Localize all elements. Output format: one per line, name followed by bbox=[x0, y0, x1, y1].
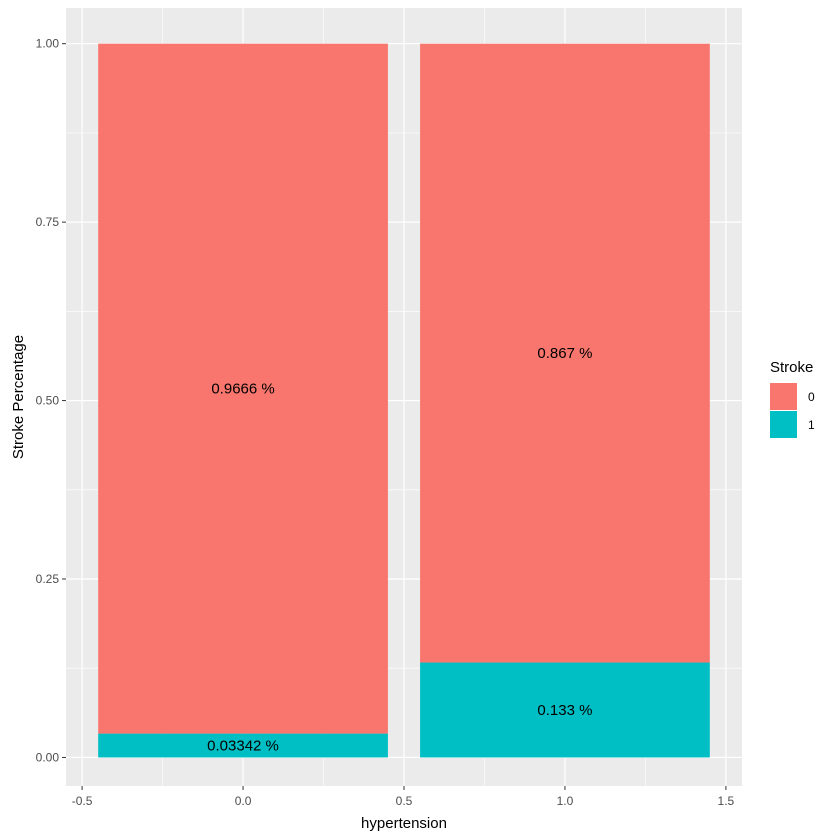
x-tick-label: 0.0 bbox=[235, 794, 252, 808]
bar-data-label: 0.03342 % bbox=[207, 738, 279, 755]
legend-title: Stroke bbox=[770, 359, 813, 376]
bar-segment-stroke-1-x0 bbox=[98, 733, 388, 758]
legend-swatch-1 bbox=[770, 411, 797, 438]
y-tick-label: 0.50 bbox=[36, 394, 60, 408]
bar-segment-stroke-0-x0 bbox=[98, 43, 388, 734]
legend-swatch-0 bbox=[770, 383, 797, 410]
legend-label-1: 1 bbox=[808, 418, 815, 432]
bar-data-label: 0.867 % bbox=[537, 345, 592, 362]
bar-data-label: 0.133 % bbox=[537, 702, 592, 719]
y-tick-label: 1.00 bbox=[36, 37, 60, 51]
y-tick-label: 0.00 bbox=[36, 750, 60, 764]
bars-group bbox=[98, 43, 710, 758]
x-axis-title: hypertension bbox=[361, 815, 447, 832]
y-axis: 0.00 0.25 0.50 0.75 1.00 bbox=[36, 37, 66, 764]
bar-segment-stroke-1-x1 bbox=[420, 662, 710, 758]
bar-segment-stroke-0-x1 bbox=[420, 43, 710, 663]
legend-label-0: 0 bbox=[808, 390, 815, 404]
y-axis-title: Stroke Percentage bbox=[10, 335, 27, 459]
x-tick-label: -0.5 bbox=[72, 794, 93, 808]
legend: Stroke 0 1 bbox=[770, 359, 815, 438]
y-tick-label: 0.75 bbox=[36, 215, 60, 229]
x-tick-label: 1.0 bbox=[557, 794, 574, 808]
bar-labels-group: 0.9666 % 0.03342 % 0.867 % 0.133 % bbox=[207, 345, 592, 754]
x-tick-label: 0.5 bbox=[396, 794, 413, 808]
x-tick-label: 1.5 bbox=[718, 794, 735, 808]
bar-data-label: 0.9666 % bbox=[211, 381, 274, 398]
y-tick-label: 0.25 bbox=[36, 572, 60, 586]
x-axis: -0.5 0.0 0.5 1.0 1.5 bbox=[72, 786, 735, 808]
